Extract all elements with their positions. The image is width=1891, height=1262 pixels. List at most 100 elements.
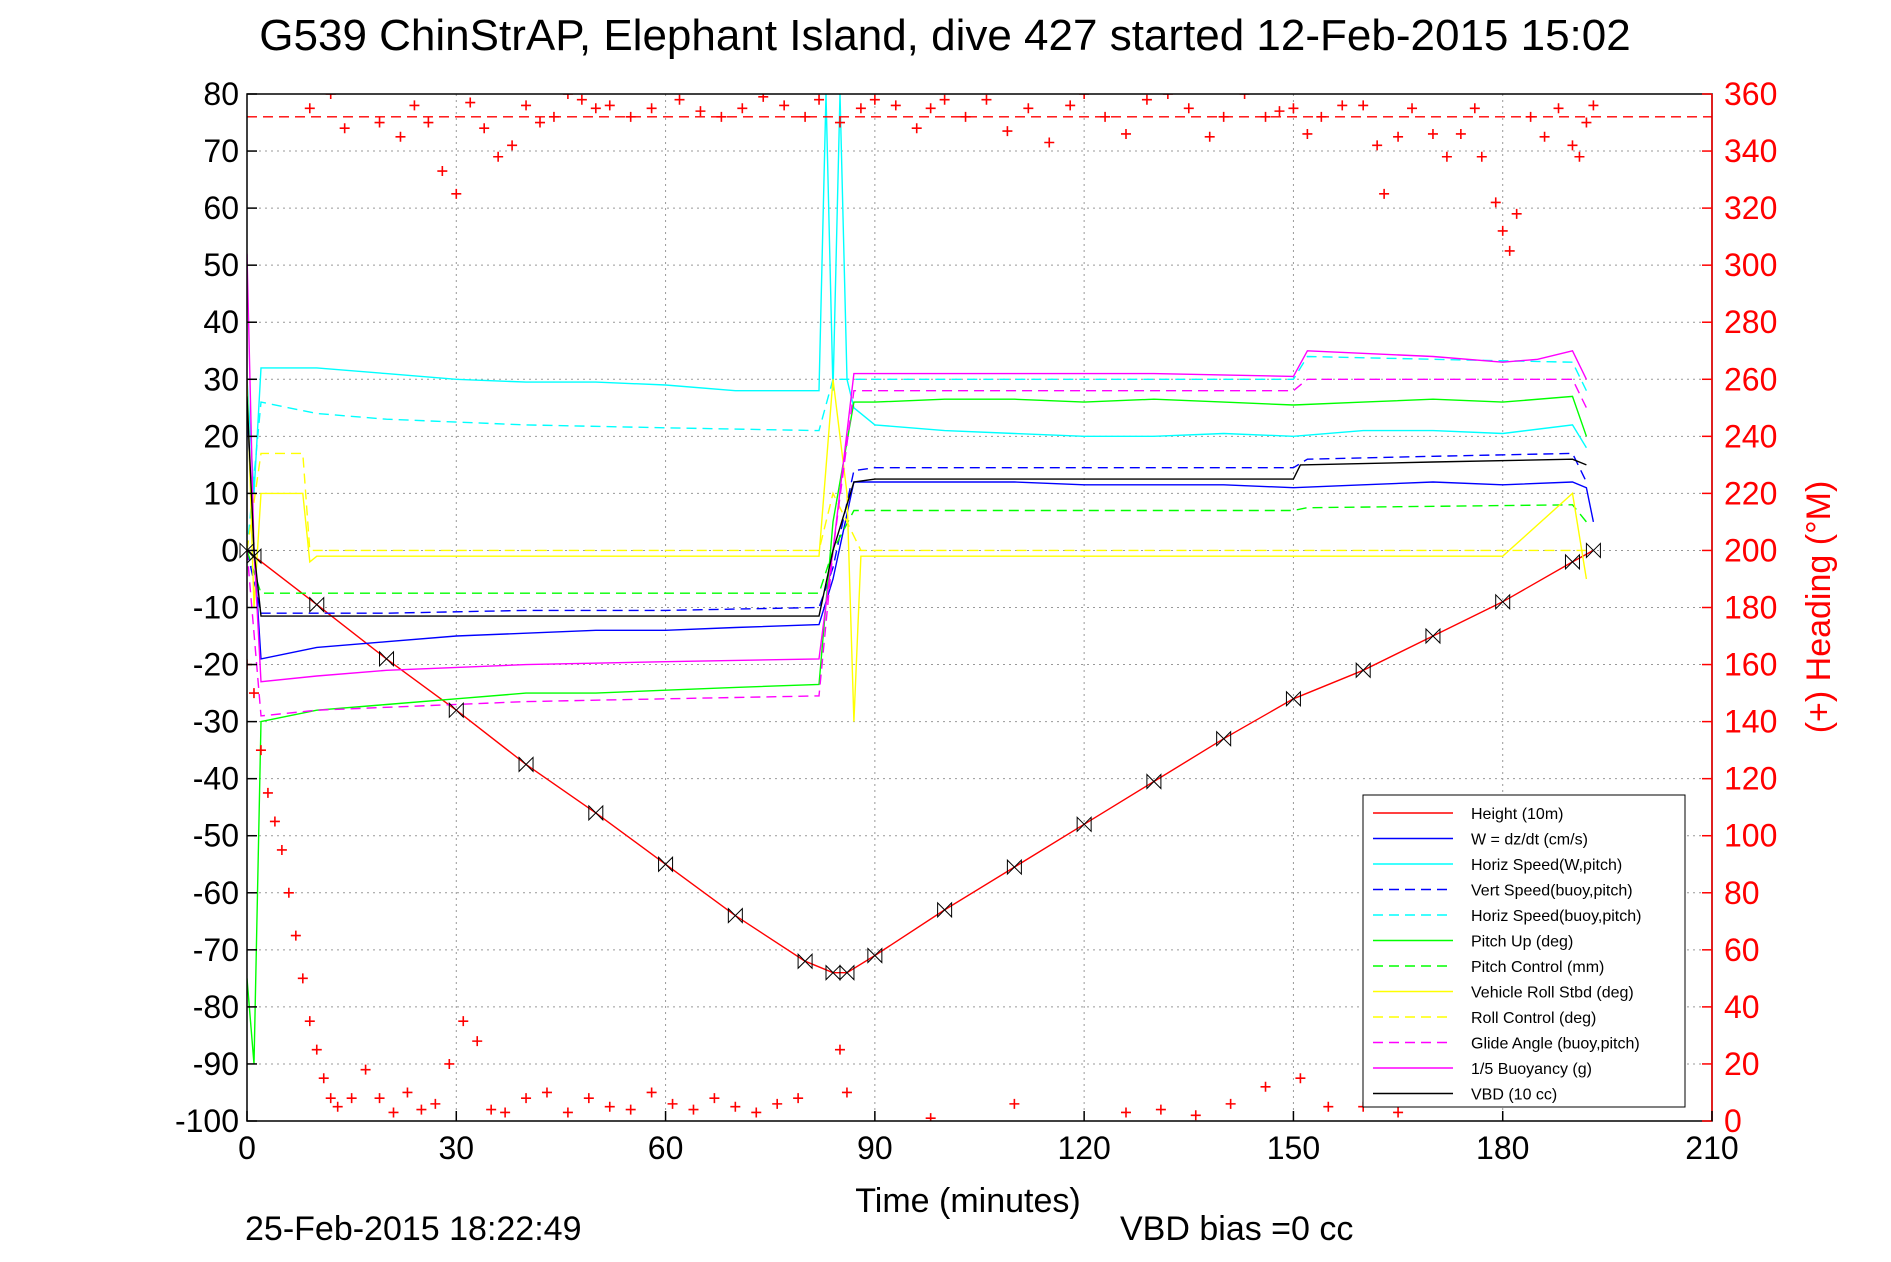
heading-point: [646, 103, 657, 114]
height-marker: [239, 542, 255, 559]
heading-point: [716, 111, 727, 122]
height-marker: [1076, 816, 1092, 833]
heading-point: [674, 94, 685, 105]
legend-entry-8: Roll Control (deg): [1471, 1010, 1596, 1027]
heading-point: [374, 1093, 385, 1104]
heading-point: [248, 688, 259, 699]
heading-point: [939, 94, 950, 105]
right-tick-label: 340: [1724, 133, 1777, 169]
heading-point: [276, 844, 287, 855]
heading-point: [1504, 245, 1515, 256]
legend-entry-0: Height (10m): [1471, 806, 1563, 823]
x-tick-label: 210: [1685, 1130, 1738, 1166]
heading-point: [493, 151, 504, 162]
heading-point: [1302, 128, 1313, 139]
heading-point: [1455, 128, 1466, 139]
heading-point: [1407, 103, 1418, 114]
heading-point: [325, 1093, 336, 1104]
left-tick-label: 0: [221, 532, 239, 568]
heading-point: [1079, 94, 1090, 99]
heading-point: [361, 83, 371, 93]
legend-entry-4: Horiz Speed(buoy,pitch): [1471, 908, 1641, 925]
heading-point: [911, 123, 922, 134]
heading-point: [304, 103, 315, 114]
heading-point: [1288, 103, 1299, 114]
heading-point: [1239, 94, 1250, 99]
heading-point: [737, 103, 748, 114]
heading-point: [1441, 151, 1452, 162]
series-line-1: [247, 407, 1595, 660]
heading-point: [834, 1044, 845, 1055]
heading-point: [1260, 111, 1271, 122]
heading-point: [269, 816, 280, 827]
left-tick-label: 60: [203, 190, 239, 226]
legend-entry-5: Pitch Up (deg): [1471, 934, 1573, 951]
heading-point: [423, 117, 434, 128]
legend-entry-2: Horiz Speed(W,pitch): [1471, 857, 1622, 874]
heading-point: [507, 140, 518, 151]
x-tick-label: 0: [238, 1130, 256, 1166]
heading-point: [1162, 94, 1173, 99]
height-marker: [518, 756, 534, 773]
heading-point: [625, 111, 636, 122]
heading-point: [562, 1107, 573, 1118]
legend-entry-1: W = dz/dt (cm/s): [1471, 832, 1588, 849]
heading-point: [255, 745, 266, 756]
heading-point: [1295, 1073, 1306, 1084]
heading-point: [346, 1093, 357, 1104]
right-tick-label: 140: [1724, 704, 1777, 740]
heading-point: [1260, 1081, 1271, 1092]
height-marker: [309, 596, 325, 613]
heading-point: [1225, 1098, 1236, 1109]
height-marker: [937, 901, 953, 919]
heading-point: [1337, 100, 1348, 111]
heading-point: [834, 117, 845, 128]
series-line-6: [247, 504, 1587, 594]
heading-point: [814, 94, 825, 105]
x-tick-label: 150: [1267, 1130, 1320, 1166]
heading-point: [688, 1104, 699, 1115]
height-marker: [1006, 858, 1022, 876]
right-tick-label: 0: [1724, 1103, 1742, 1139]
left-tick-label: 40: [203, 304, 239, 340]
heading-point: [1190, 1110, 1201, 1121]
x-tick-label: 90: [857, 1130, 893, 1166]
x-axis-label: Time (minutes): [855, 1182, 1080, 1220]
heading-point: [1553, 103, 1564, 114]
heading-point: [1539, 131, 1550, 142]
chart-title: G539 ChinStrAP, Elephant Island, dive 42…: [259, 11, 1630, 60]
right-tick-label: 80: [1724, 875, 1760, 911]
heading-point: [667, 1098, 678, 1109]
left-tick-label: -70: [193, 932, 239, 968]
heading-point: [325, 94, 336, 99]
heading-point: [869, 94, 880, 105]
right-tick-label: 200: [1724, 532, 1777, 568]
series-line-4: [247, 355, 1588, 551]
timestamp-footer: 25-Feb-2015 18:22:49: [245, 1210, 581, 1248]
left-tick-label: 80: [203, 76, 239, 112]
heading-point: [1372, 140, 1383, 151]
series-line-11: [247, 396, 1587, 617]
left-tick-label: -90: [193, 1046, 239, 1082]
heading-point: [841, 1087, 852, 1098]
right-tick-label: 60: [1724, 932, 1760, 968]
heading-point: [1588, 100, 1599, 111]
height-marker: [448, 701, 464, 719]
height-marker: [1216, 730, 1232, 747]
heading-point: [472, 1036, 483, 1047]
heading-point: [388, 1107, 399, 1118]
x-tick-label: 180: [1476, 1130, 1529, 1166]
heading-point: [1009, 1098, 1020, 1109]
legend-box: [1362, 794, 1686, 1108]
heading-point: [709, 1093, 720, 1104]
left-tick-label: -20: [193, 647, 239, 683]
legend-entry-7: Vehicle Roll Stbd (deg): [1471, 985, 1634, 1002]
heading-layer: [247, 83, 1712, 1121]
heading-point: [458, 1016, 469, 1027]
heading-point: [646, 1087, 657, 1098]
heading-point: [521, 1093, 532, 1104]
heading-point: [1497, 225, 1508, 236]
left-tick-label: 30: [203, 361, 239, 397]
heading-point: [283, 887, 294, 898]
